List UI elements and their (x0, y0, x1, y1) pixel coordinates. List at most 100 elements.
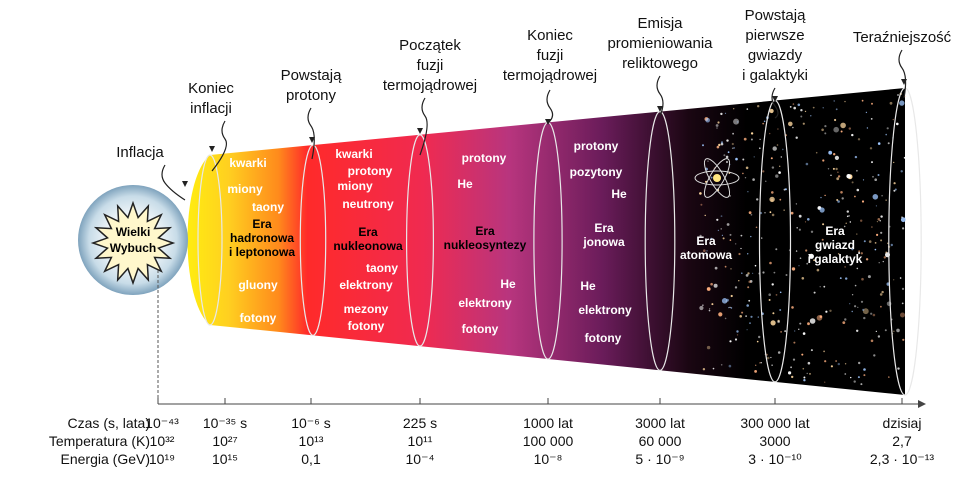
axis-value-temp: 2,7 (892, 433, 912, 449)
star (791, 375, 794, 379)
star (763, 120, 766, 123)
arrowhead-icon (417, 128, 423, 134)
star (887, 142, 890, 145)
star (851, 133, 854, 137)
star (804, 110, 807, 113)
star (850, 376, 852, 379)
star (863, 240, 866, 243)
star (775, 174, 779, 178)
star (717, 229, 720, 232)
star (761, 237, 763, 239)
star (801, 353, 804, 356)
star (834, 155, 840, 160)
axis-value-energy: 10¹⁵ (212, 451, 238, 467)
star (745, 274, 749, 277)
star (792, 103, 795, 105)
star (846, 210, 849, 213)
star (795, 203, 798, 205)
star (821, 128, 824, 132)
star (803, 379, 806, 382)
era-name: Era (252, 217, 272, 231)
star (901, 287, 905, 290)
star (717, 121, 720, 124)
milestone-arrow-icon (307, 107, 315, 160)
star (799, 322, 802, 325)
star (820, 196, 822, 199)
star (699, 305, 704, 311)
star (762, 271, 765, 274)
star (860, 252, 863, 255)
axis-row-label: Temperatura (K) (49, 433, 150, 449)
star (734, 286, 738, 289)
big-bang-label-1: Wielki (116, 225, 151, 239)
star (849, 303, 851, 305)
milestone-label: Teraźniejszość (853, 29, 952, 46)
star (752, 272, 754, 274)
star (734, 338, 738, 341)
star (771, 166, 775, 169)
star (768, 293, 771, 297)
star (896, 328, 900, 333)
era-boundary-ring (197, 154, 223, 326)
star (779, 165, 781, 167)
star (798, 214, 802, 218)
star (880, 305, 882, 308)
milestone-arrow-icon (211, 120, 228, 172)
era-boundary-ring (299, 144, 327, 336)
star (837, 171, 839, 173)
star (860, 219, 863, 222)
star (900, 312, 905, 318)
star (903, 156, 906, 159)
star (801, 277, 805, 280)
star (798, 328, 800, 330)
star (893, 182, 896, 185)
milestone-arrow-icon (161, 164, 186, 201)
axis-value-energy: 3 · 10⁻¹⁰ (748, 451, 802, 467)
star (726, 139, 729, 142)
star (726, 223, 730, 226)
star (795, 136, 798, 139)
star (744, 177, 747, 179)
star (792, 358, 796, 361)
axis-value-temp: 10³² (150, 433, 175, 449)
star (756, 340, 759, 343)
star (770, 157, 773, 160)
star (876, 221, 879, 223)
star (830, 365, 834, 368)
star (702, 368, 706, 371)
star (837, 362, 840, 366)
star (813, 259, 815, 262)
axis-value-time: 225 s (403, 415, 437, 431)
star (706, 287, 711, 291)
star (885, 133, 887, 136)
axis-value-time: 10⁻⁴³ (145, 415, 179, 431)
star (757, 105, 760, 108)
star (795, 250, 798, 252)
star (863, 316, 866, 320)
particle-label: miony (227, 182, 263, 196)
star (798, 228, 802, 231)
star (863, 374, 866, 377)
star (766, 356, 770, 360)
star (835, 108, 838, 111)
star (800, 115, 803, 118)
star (802, 367, 805, 370)
particle-label: He (580, 279, 596, 293)
star (793, 106, 796, 110)
star (772, 146, 777, 151)
star (900, 217, 906, 223)
star (833, 100, 835, 102)
milestone-label: promieniowania (607, 35, 713, 52)
axis-value-time: dzisiaj (883, 415, 922, 431)
star (889, 101, 893, 105)
milestone-arrow-icon (771, 87, 779, 119)
star (736, 121, 739, 123)
star (802, 332, 806, 335)
milestone-label: Powstają (745, 7, 807, 24)
star (872, 175, 874, 178)
star (823, 350, 825, 353)
star (779, 198, 782, 201)
star (822, 159, 825, 162)
era-boundary-ring (406, 134, 435, 347)
star (877, 218, 881, 221)
